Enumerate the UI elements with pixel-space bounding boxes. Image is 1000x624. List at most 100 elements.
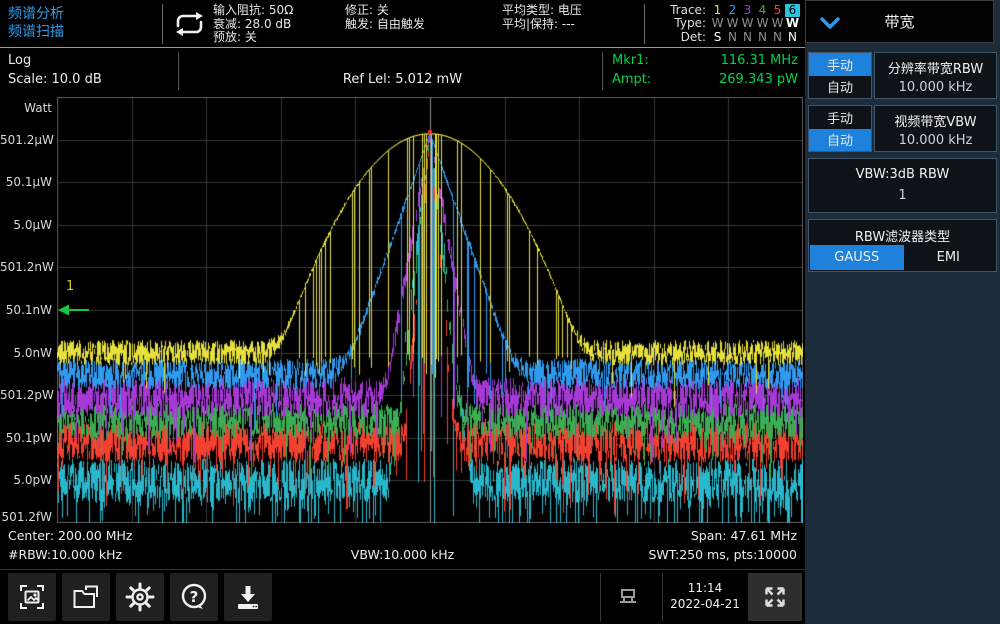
bandwidth-menu-panel: 带宽 手动 自动 分辨率带宽RBW 10.000 kHz 手动 自动 视频带宽V…: [805, 0, 1000, 624]
fullscreen-button[interactable]: [748, 573, 802, 621]
rbw-filter-type-box: RBW滤波器类型 GAUSS EMI: [808, 219, 997, 272]
date: 2022-04-21: [664, 596, 746, 612]
bottom-toolbar: ? 11:14 2022-04-21: [0, 569, 805, 624]
save-button[interactable]: [224, 573, 272, 621]
y-tick-label: 501.2fW: [0, 510, 52, 524]
save-icon: [233, 582, 263, 612]
vbw-value-box[interactable]: 视频带宽VBW 10.000 kHz: [874, 105, 997, 152]
vbw-value: 10.000 kHz: [875, 133, 996, 148]
trace-1-type: W: [710, 17, 725, 30]
rbw-mode-box: 手动 自动: [808, 52, 872, 99]
rbw-auto-button[interactable]: 自动: [809, 76, 871, 99]
center-freq: Center: 200.00 MHz: [8, 528, 133, 543]
trace-4-select[interactable]: 4: [755, 4, 770, 17]
input-impedance: 输入阻抗: 50Ω: [213, 4, 293, 18]
det-row-label: Det:: [681, 31, 706, 44]
trace-1-select[interactable]: 1: [710, 4, 725, 17]
sweep-annotation-bar: Center: 200.00 MHz Span: 47.61 MHz #RBW:…: [0, 525, 805, 568]
trace-3-select[interactable]: 3: [740, 4, 755, 17]
type-row: Type: W W W W W W: [648, 17, 800, 30]
divider: [162, 4, 163, 44]
correction: 修正: 关: [345, 4, 425, 18]
status-column-average: 平均类型: 电压 平均|保持: ---: [502, 4, 582, 31]
gear-icon: [124, 581, 156, 613]
expand-arrows-icon: [762, 584, 788, 610]
trace-5-type: W: [770, 17, 785, 30]
settings-button[interactable]: [116, 573, 164, 621]
ratio-value: 1: [809, 188, 996, 203]
svg-text:?: ?: [190, 588, 199, 606]
trace-4-det: N: [755, 31, 770, 44]
y-tick-label: 50.1pW: [0, 431, 52, 445]
divider: [602, 52, 603, 90]
divider: [662, 573, 663, 621]
average-hold: 平均|保持: ---: [502, 18, 582, 32]
vbw-auto-button[interactable]: 自动: [809, 129, 871, 152]
y-tick-label: 50.1nW: [0, 303, 52, 317]
marker-ampt-row: Ampt: 269.343 pW: [612, 70, 798, 89]
panel-header[interactable]: 带宽: [805, 0, 994, 43]
marker-ampt-value: 269.343 pW: [719, 70, 798, 89]
chevron-down-icon: [819, 16, 841, 30]
trace-5-det: N: [770, 31, 785, 44]
trace-6-type: W: [785, 17, 800, 30]
status-column-input: 输入阻抗: 50Ω 衰减: 28.0 dB 预放: 关: [213, 4, 293, 45]
marker-readout: Mkr1: 116.31 MHz Ampt: 269.343 pW: [612, 51, 798, 89]
filter-type-label: RBW滤波器类型: [809, 226, 996, 245]
trace-6-select[interactable]: 6: [785, 4, 800, 17]
trace-5-select[interactable]: 5: [770, 4, 785, 17]
panel-title: 带宽: [884, 11, 914, 32]
clock: 11:14 2022-04-21: [664, 580, 746, 612]
trace-3-type: W: [740, 17, 755, 30]
divider: [600, 573, 601, 621]
y-tick-label: Watt: [0, 101, 52, 115]
mode-spectrum-analysis[interactable]: 频谱分析: [8, 5, 64, 23]
trigger: 触发: 自由触发: [345, 18, 425, 32]
rbw-value-box[interactable]: 分辨率带宽RBW 10.000 kHz: [874, 52, 997, 99]
trace1-level-arrow-icon: [57, 303, 91, 317]
y-tick-label: 501.2µW: [0, 133, 52, 147]
screenshot-button[interactable]: [8, 573, 56, 621]
span: Span: 47.61 MHz: [691, 528, 797, 543]
vbw-rbw-ratio-box[interactable]: VBW:3dB RBW 1: [808, 158, 997, 213]
filter-emi-button[interactable]: EMI: [902, 245, 996, 270]
file-manager-button[interactable]: [62, 573, 110, 621]
attenuation: 衰减: 28.0 dB: [213, 18, 293, 32]
marker-label: Mkr1:: [612, 51, 649, 70]
trace-2-select[interactable]: 2: [725, 4, 740, 17]
swt-annotation: SWT:250 ms, pts:10000: [648, 547, 797, 562]
vbw-mode-box: 手动 自动: [808, 105, 872, 152]
type-row-label: Type:: [674, 17, 706, 30]
time: 11:14: [664, 580, 746, 596]
help-button[interactable]: ?: [170, 573, 218, 621]
y-tick-label: 501.2pW: [0, 388, 52, 402]
ratio-label: VBW:3dB RBW: [809, 167, 996, 182]
y-tick-label: 501.2nW: [0, 260, 52, 274]
spectrum-analyzer-screen: 频谱分析 频谱扫描 输入阻抗: 50Ω 衰减: 28.0 dB 预放: 关 修正…: [0, 0, 1000, 624]
trace-3-det: N: [740, 31, 755, 44]
trace-2-det: N: [725, 31, 740, 44]
filter-gauss-button[interactable]: GAUSS: [810, 245, 904, 270]
mode-menu[interactable]: 频谱分析 频谱扫描: [8, 5, 64, 41]
loop-icon: [170, 9, 208, 39]
marker-freq-value: 116.31 MHz: [721, 51, 798, 70]
mode-spectrum-sweep[interactable]: 频谱扫描: [8, 23, 64, 41]
preamp: 预放: 关: [213, 31, 293, 45]
trace-6-det: N: [785, 31, 800, 44]
marker-ampt-label: Ampt:: [612, 70, 651, 89]
rbw-manual-button[interactable]: 手动: [809, 53, 871, 76]
folder-icon: [71, 582, 101, 612]
y-tick-label: 50.1µW: [0, 175, 52, 189]
scale-type: Log: [8, 51, 102, 70]
y-tick-label: 5.0pW: [0, 473, 52, 487]
y-tick-label: 5.0µW: [0, 218, 52, 232]
continuous-sweep-button[interactable]: [170, 9, 208, 39]
help-icon: ?: [178, 581, 210, 613]
det-row: Det: S N N N N N: [648, 31, 800, 44]
spectrum-display[interactable]: [57, 97, 803, 523]
trace-table: Trace: 1 2 3 4 5 6 Type: W W W W W W Det…: [648, 4, 800, 44]
vbw-manual-button[interactable]: 手动: [809, 106, 871, 129]
top-status-bar: 频谱分析 频谱扫描 输入阻抗: 50Ω 衰减: 28.0 dB 预放: 关 修正…: [0, 0, 805, 48]
graticule-header: Log Scale: 10.0 dB Ref Lel: 5.012 mW Mkr…: [0, 48, 805, 93]
status-column-trigger: 修正: 关 触发: 自由触发: [345, 4, 425, 31]
